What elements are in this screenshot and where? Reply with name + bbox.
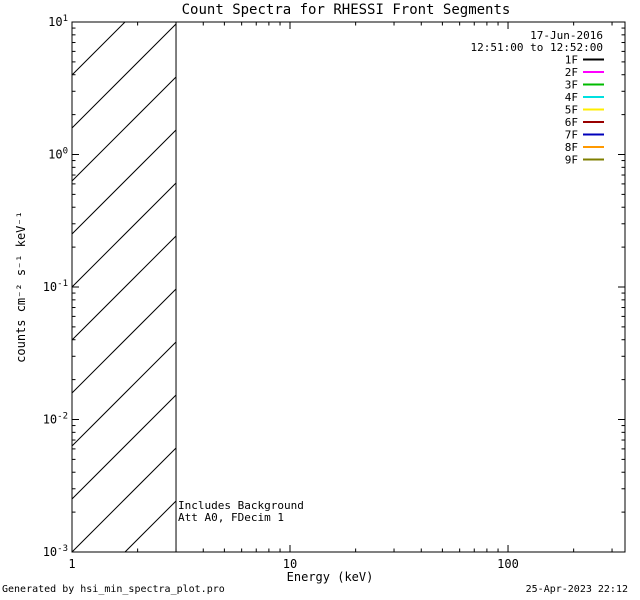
legend-entry-2F: 2F [565,66,604,79]
annotation-background: Includes Background [178,499,304,512]
hatch-line [124,500,176,552]
y-tick-label: 10-3 [43,544,68,559]
legend-entry-9F: 9F [565,154,604,167]
annotation-attenuator: Att A0, FDecim 1 [178,511,284,524]
legend-time-range: 12:51:00 to 12:52:00 [471,41,603,54]
background-hatch-region [72,22,176,552]
hatch-line [72,394,176,500]
legend-label: 7F [565,129,578,142]
legend-label: 5F [565,104,578,117]
y-tick-label: 100 [48,147,68,162]
legend-label: 4F [565,91,578,104]
legend-label: 3F [565,79,578,92]
hatch-line [72,235,176,341]
hatch-line [72,129,176,235]
footer-datetime: 25-Apr-2023 22:12 [526,584,628,595]
plot-title: Count Spectra for RHESSI Front Segments [182,2,511,18]
hatch-line [72,22,73,23]
hatch-line [72,288,176,394]
legend-entry-8F: 8F [565,141,604,154]
plot-border [71,21,626,553]
legend-label: 2F [565,66,578,79]
y-tick-label: 10-1 [43,279,68,294]
hatch-line [72,22,126,76]
legend-label: 9F [565,154,578,167]
x-axis-label: Energy (keV) [287,570,374,584]
x-tick-labels: 1 10 100 [68,557,518,571]
hatch-line [72,447,176,552]
legend-entry-4F: 4F [565,91,604,104]
hatch-line [72,23,176,129]
x-tick-label: 10 [283,557,297,571]
legend-entry-1F: 1F [565,54,604,67]
y-tick-label: 10-2 [43,412,68,427]
y-axis-label: counts cm⁻² s⁻¹ keV⁻¹ [14,211,28,363]
legend-label: 8F [565,141,578,154]
hatch-line [72,76,176,182]
hatch-line [72,341,176,447]
footer-generator: Generated by hsi_min_spectra_plot.pro [2,584,225,595]
legend-label: 1F [565,54,578,67]
legend-label: 6F [565,116,578,129]
y-tick-label: 101 [48,14,68,29]
axis-ticks [71,21,625,553]
legend-entry-6F: 6F [565,116,604,129]
legend-entry-7F: 7F [565,129,604,142]
legend-entry-5F: 5F [565,104,604,117]
legend-entry-3F: 3F [565,79,604,92]
x-tick-label: 100 [497,557,519,571]
legend-date: 17-Jun-2016 [530,29,603,42]
x-tick-label: 1 [68,557,75,571]
y-tick-labels: 101 100 10-1 10-2 10-3 [43,14,68,559]
hatch-line [72,182,176,288]
